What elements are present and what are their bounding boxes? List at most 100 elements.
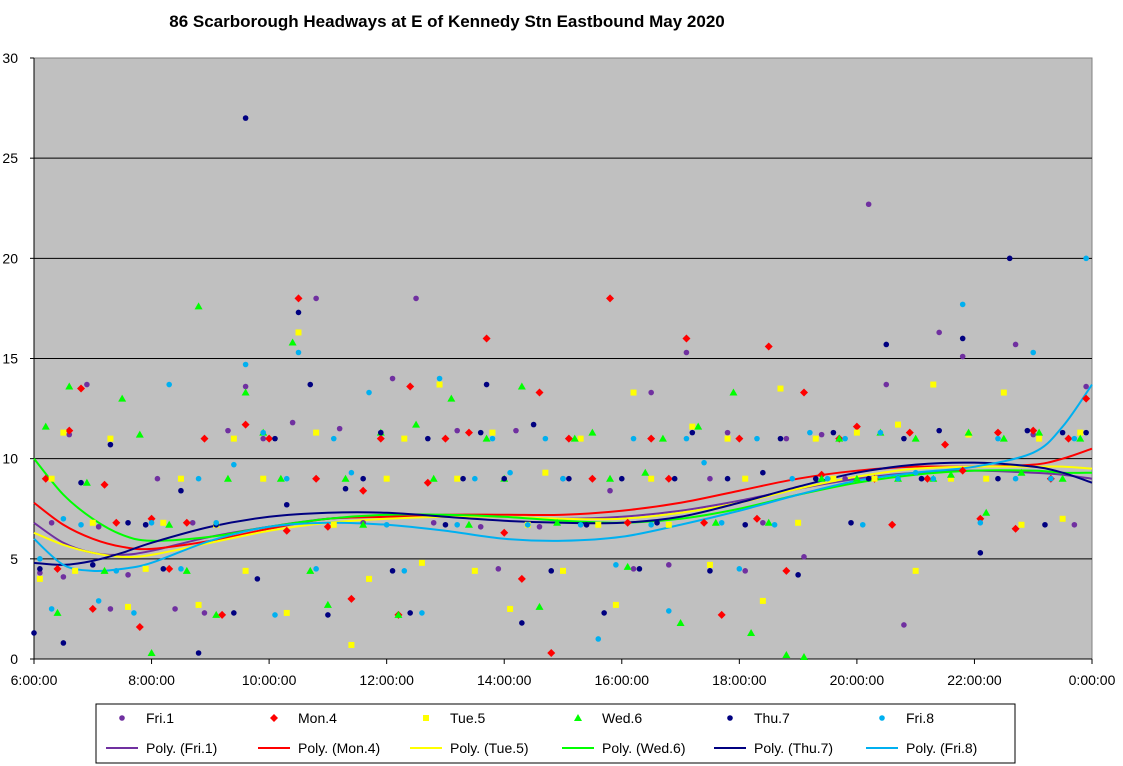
data-point [689, 429, 696, 436]
data-point [436, 375, 443, 382]
data-point [711, 518, 720, 526]
data-point [777, 435, 784, 442]
data-point [905, 428, 914, 437]
data-point [1024, 427, 1031, 434]
legend-label: Fri.8 [906, 710, 934, 726]
data-point [1083, 383, 1089, 390]
data-point [964, 428, 973, 436]
data-point [871, 475, 878, 482]
data-point [78, 479, 84, 486]
data-point [865, 201, 872, 208]
x-axis: 6:00:00 8:00:00 10:00:00 12:00:00 14:00:00 16… [11, 658, 1116, 688]
data-point [535, 602, 544, 610]
data-point [65, 382, 74, 390]
data-point [107, 435, 114, 442]
y-tick-label: 20 [2, 250, 18, 266]
data-point [958, 466, 967, 475]
data-point [178, 487, 184, 494]
data-point [912, 567, 919, 574]
data-point [260, 435, 267, 442]
data-point [60, 574, 67, 580]
data-point [464, 428, 473, 437]
legend-label: Poly. (Tue.5) [450, 740, 529, 756]
data-point [265, 434, 274, 443]
trend-line [33, 461, 1093, 566]
data-point [194, 302, 203, 310]
data-point [471, 567, 478, 574]
data-point [601, 610, 607, 616]
legend-items: Fri.1 Mon.4 Tue.5 Wed.6 Thu.7 Fri.8 Poly. (Fri… [106, 710, 977, 756]
data-point [313, 295, 319, 302]
data-point [560, 475, 566, 482]
data-point [606, 294, 615, 303]
data-point [313, 566, 319, 572]
data-point [830, 429, 837, 436]
data-point [759, 597, 766, 604]
data-point [535, 388, 544, 397]
data-point [447, 394, 456, 402]
data-point [389, 375, 396, 382]
data-point [242, 567, 249, 574]
data-point [172, 606, 178, 612]
data-point [89, 519, 96, 526]
data-point [282, 526, 291, 535]
data-point [577, 521, 584, 528]
data-point [982, 508, 991, 516]
data-point [454, 427, 461, 434]
data-point [289, 419, 296, 426]
data-point [666, 562, 672, 568]
gridlines [34, 157, 1092, 560]
data-point [618, 475, 625, 482]
data-point [307, 381, 314, 388]
data-point [542, 435, 549, 442]
data-point [930, 381, 937, 388]
x-tick-label: 10:00:00 [242, 672, 297, 688]
data-point [330, 435, 337, 442]
data-point [77, 384, 86, 393]
data-point [706, 561, 713, 568]
data-point [312, 474, 321, 483]
data-point [60, 515, 67, 522]
data-point [147, 514, 156, 523]
data-point [272, 612, 278, 618]
data-point [647, 434, 656, 443]
data-point [595, 521, 602, 528]
data-point [242, 361, 249, 368]
data-point [41, 474, 50, 483]
data-point [95, 523, 102, 530]
data-point [1083, 255, 1089, 262]
data-point [212, 610, 221, 618]
data-point [524, 521, 531, 528]
data-point [195, 650, 202, 656]
data-point [752, 514, 761, 523]
data-point [959, 301, 966, 308]
data-point [113, 568, 120, 574]
data-point [977, 519, 984, 526]
data-point [507, 469, 513, 476]
data-point [107, 606, 114, 612]
data-point [676, 618, 685, 626]
data-point [348, 469, 355, 476]
data-point [178, 566, 184, 572]
data-point [295, 309, 302, 316]
data-point [430, 519, 437, 526]
data-point [323, 600, 332, 608]
data-point [347, 594, 356, 603]
data-point [630, 435, 637, 442]
data-point [789, 475, 796, 482]
data-point [865, 475, 872, 482]
data-point [436, 381, 443, 388]
data-point [648, 521, 654, 528]
data-point [1083, 429, 1089, 436]
data-point [231, 461, 237, 468]
legend [95, 703, 1016, 764]
data-point [852, 474, 861, 482]
data-point [218, 610, 227, 619]
data-point [895, 475, 901, 482]
legend-label: Poly. (Mon.4) [298, 740, 380, 756]
x-tick-label: 16:00:00 [595, 672, 650, 688]
data-point [717, 610, 726, 619]
data-point [383, 521, 390, 528]
data-point [560, 567, 566, 574]
data-point [330, 521, 337, 528]
